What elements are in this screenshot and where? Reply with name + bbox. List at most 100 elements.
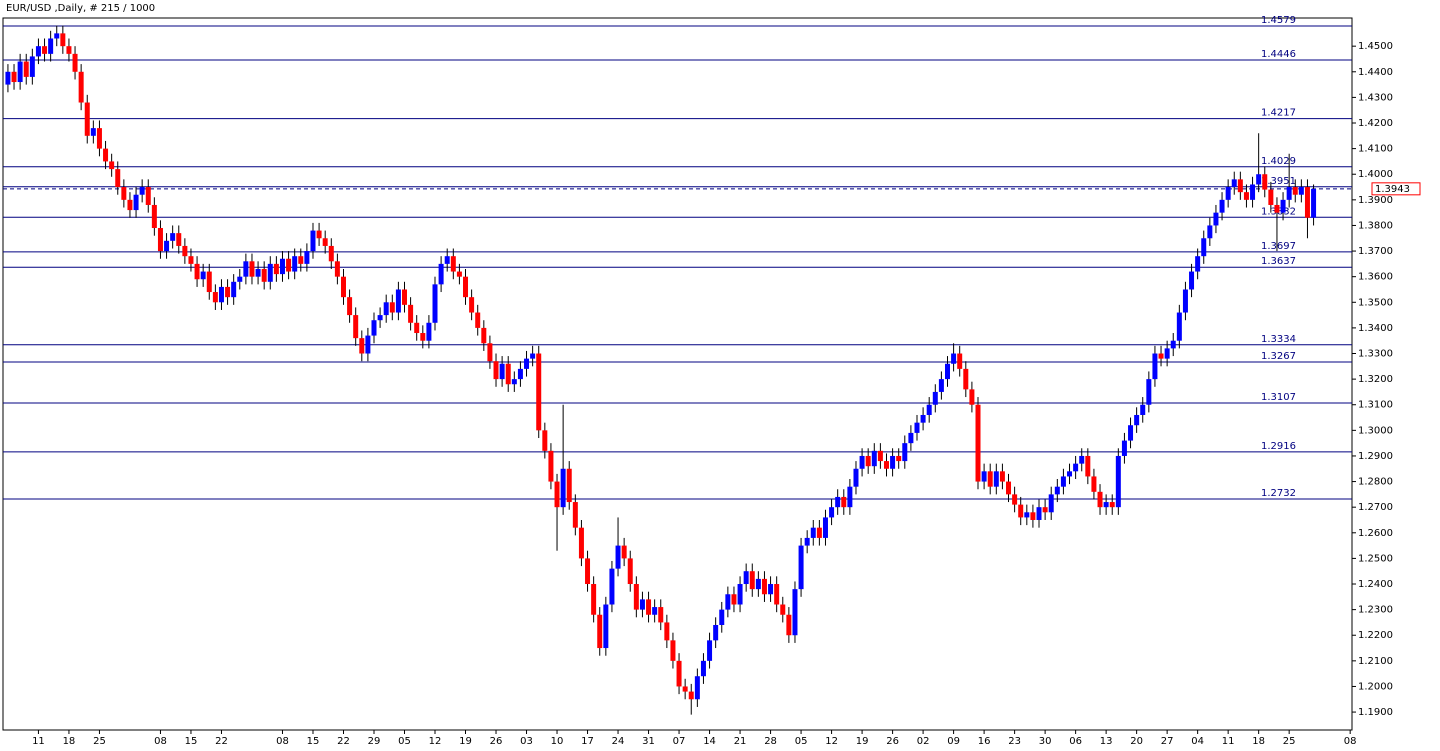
candle-body bbox=[890, 455, 896, 469]
candle-body bbox=[920, 414, 926, 423]
candle-body bbox=[1292, 187, 1298, 195]
candle-body bbox=[292, 256, 298, 272]
candle-body bbox=[658, 607, 664, 623]
level-label: 1.2732 bbox=[1261, 488, 1296, 499]
candle-body bbox=[578, 527, 584, 559]
candle-body bbox=[377, 315, 383, 321]
level-label: 1.4446 bbox=[1261, 49, 1296, 60]
x-tick-label: 29 bbox=[368, 736, 381, 747]
candle-body bbox=[615, 545, 621, 569]
candle-body bbox=[1262, 174, 1268, 190]
candle-body bbox=[707, 640, 713, 661]
candle-body bbox=[90, 128, 96, 136]
x-tick-label: 12 bbox=[429, 736, 442, 747]
candle-body bbox=[261, 268, 267, 282]
candle-body bbox=[1152, 353, 1158, 380]
candle-body bbox=[1164, 348, 1170, 359]
y-tick-label: 1.4300 bbox=[1358, 92, 1393, 103]
candle-body bbox=[585, 558, 591, 585]
y-tick-label: 1.2800 bbox=[1358, 477, 1393, 488]
y-tick-label: 1.4500 bbox=[1358, 41, 1393, 52]
y-tick-label: 1.2400 bbox=[1358, 579, 1393, 590]
y-tick-label: 1.3400 bbox=[1358, 323, 1393, 334]
candle-body bbox=[1085, 455, 1091, 477]
candle-body bbox=[54, 33, 60, 39]
candle-body bbox=[286, 258, 292, 272]
candle-body bbox=[66, 46, 72, 54]
candle-body bbox=[279, 258, 285, 275]
level-label: 1.3697 bbox=[1261, 241, 1296, 252]
candle-body bbox=[255, 268, 261, 277]
candle-body bbox=[786, 614, 792, 636]
y-tick-label: 1.3100 bbox=[1358, 400, 1393, 411]
x-tick-label: 20 bbox=[1130, 736, 1143, 747]
candle-body bbox=[1042, 507, 1048, 513]
candle-body bbox=[627, 558, 633, 585]
y-tick-label: 1.4200 bbox=[1358, 118, 1393, 129]
candle-body bbox=[127, 199, 133, 211]
x-tick-label: 08 bbox=[276, 736, 289, 747]
x-tick-label: 03 bbox=[520, 736, 533, 747]
candle-body bbox=[768, 584, 774, 595]
candle-body bbox=[597, 614, 603, 649]
candle-body bbox=[987, 471, 993, 487]
candle-body bbox=[145, 187, 151, 205]
x-tick-label: 31 bbox=[642, 736, 655, 747]
candle-body bbox=[444, 256, 450, 264]
candle-body bbox=[340, 276, 346, 298]
candle-body bbox=[103, 148, 109, 162]
candle-body bbox=[859, 455, 865, 469]
candle-body bbox=[536, 353, 542, 431]
x-tick-label: 02 bbox=[917, 736, 930, 747]
candle-body bbox=[646, 599, 652, 615]
candle-body bbox=[96, 128, 102, 149]
candle-body bbox=[511, 379, 517, 385]
x-tick-label: 08 bbox=[1344, 736, 1357, 747]
candle-body bbox=[633, 584, 639, 610]
y-tick-label: 1.3300 bbox=[1358, 349, 1393, 360]
candle-body bbox=[1048, 494, 1054, 513]
candle-body bbox=[139, 187, 145, 195]
y-tick-label: 1.2100 bbox=[1358, 656, 1393, 667]
candle-body bbox=[1054, 486, 1060, 495]
candle-body bbox=[1006, 481, 1012, 495]
x-tick-label: 11 bbox=[1222, 736, 1235, 747]
candle-body bbox=[151, 204, 157, 229]
x-tick-label: 11 bbox=[32, 736, 45, 747]
candle-body bbox=[1128, 425, 1134, 441]
candle-body bbox=[725, 594, 731, 610]
chart-title: EUR/USD ,Daily, # 215 / 1000 bbox=[6, 3, 155, 14]
y-tick-label: 1.3900 bbox=[1358, 195, 1393, 206]
x-tick-label: 22 bbox=[215, 736, 228, 747]
candle-body bbox=[1067, 471, 1073, 477]
candle-body bbox=[231, 281, 237, 298]
candle-body bbox=[1121, 440, 1127, 456]
x-tick-label: 12 bbox=[825, 736, 838, 747]
candle-body bbox=[774, 584, 780, 605]
candle-body bbox=[1036, 507, 1042, 520]
y-tick-label: 1.3600 bbox=[1358, 272, 1393, 283]
candle-body bbox=[951, 353, 957, 364]
x-tick-label: 28 bbox=[764, 736, 777, 747]
candle-body bbox=[1207, 225, 1213, 239]
y-tick-label: 1.4000 bbox=[1358, 169, 1393, 180]
candle-body bbox=[1286, 187, 1292, 200]
candle-body bbox=[420, 333, 426, 341]
candle-body bbox=[249, 261, 255, 277]
candle-body bbox=[133, 194, 139, 211]
candle-body bbox=[121, 187, 127, 200]
candle-body bbox=[542, 430, 548, 451]
candle-body bbox=[902, 443, 908, 462]
candle-body bbox=[700, 660, 706, 677]
candle-body bbox=[676, 660, 682, 687]
candle-body bbox=[383, 302, 389, 316]
candle-body bbox=[218, 286, 224, 303]
candle-body bbox=[1219, 199, 1225, 213]
y-tick-label: 1.2600 bbox=[1358, 528, 1393, 539]
candle-body bbox=[517, 368, 523, 380]
x-tick-label: 10 bbox=[551, 736, 564, 747]
candle-body bbox=[865, 455, 871, 467]
candle-body bbox=[5, 71, 11, 85]
candle-body bbox=[566, 468, 572, 503]
